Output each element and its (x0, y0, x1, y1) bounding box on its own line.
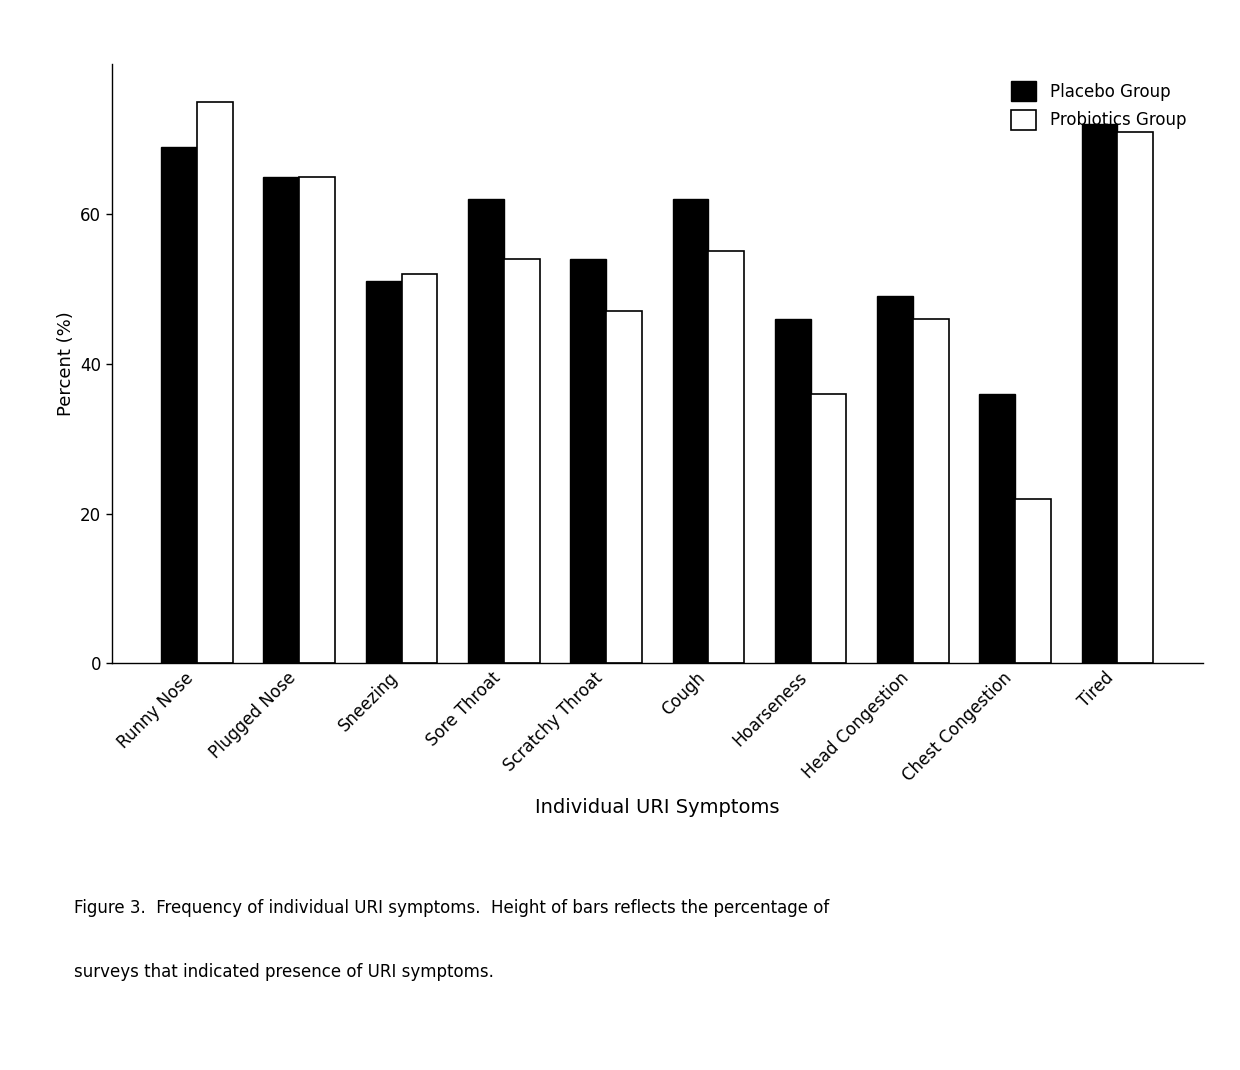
Bar (811, 394, 847, 663)
Text: surveys that indicated presence of URI symptoms.: surveys that indicated presence of URI s… (74, 963, 495, 981)
Bar (161, 147, 197, 663)
Bar (877, 296, 913, 663)
Bar (913, 319, 949, 663)
Bar (197, 102, 233, 663)
Bar (1016, 499, 1052, 663)
Bar (299, 177, 335, 663)
Bar (606, 311, 642, 663)
Bar (1081, 124, 1117, 663)
Bar (570, 259, 606, 663)
Bar (263, 177, 299, 663)
Bar (467, 199, 503, 663)
Text: Individual URI Symptoms: Individual URI Symptoms (534, 798, 780, 817)
Bar (672, 199, 708, 663)
Legend: Placebo Group, Probiotics Group: Placebo Group, Probiotics Group (1003, 73, 1194, 138)
Y-axis label: Percent (%): Percent (%) (57, 311, 74, 416)
Bar (366, 281, 402, 663)
Bar (402, 274, 438, 663)
Bar (775, 319, 811, 663)
Bar (503, 259, 539, 663)
Bar (708, 251, 744, 663)
Text: Figure 3.  Frequency of individual URI symptoms.  Height of bars reflects the pe: Figure 3. Frequency of individual URI sy… (74, 899, 830, 917)
Bar (1117, 132, 1153, 663)
Bar (980, 394, 1016, 663)
